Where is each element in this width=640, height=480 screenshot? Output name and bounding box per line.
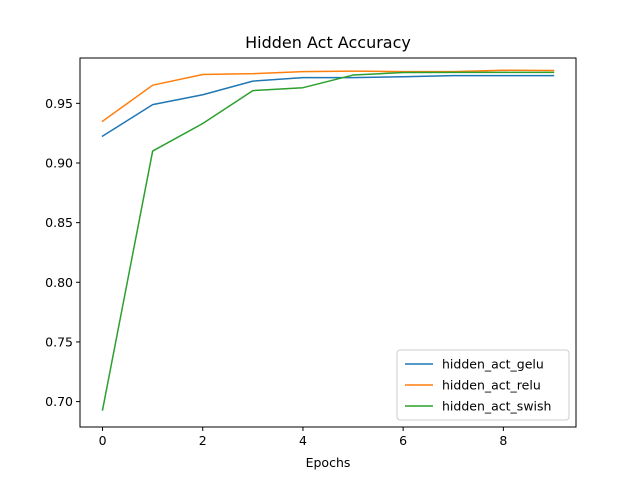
x-tick-label: 6 (399, 433, 407, 448)
y-tick-label: 0.85 (45, 215, 73, 230)
x-axis-ticks: 0 2 4 6 8 (99, 427, 507, 448)
axes-frame (79, 57, 577, 428)
x-tick-label: 4 (299, 433, 307, 448)
series-lines (101, 69, 555, 411)
legend-label: hidden_act_swish (442, 399, 551, 414)
chart-title: Hidden Act Accuracy (245, 33, 411, 52)
y-axis-ticks: 0.70 0.75 0.80 0.85 0.90 0.95 (45, 96, 80, 409)
x-tick-label: 8 (499, 433, 507, 448)
x-tick-label: 0 (99, 433, 107, 448)
x-tick-label: 2 (199, 433, 207, 448)
legend: hidden_act_gelu hidden_act_relu hidden_act… (396, 349, 570, 421)
series-line-hidden_act_gelu (101, 74, 555, 138)
y-tick-label: 0.80 (45, 275, 73, 290)
series-line-hidden_act_swish (101, 71, 555, 411)
series-line-hidden_act_relu (101, 69, 555, 123)
legend-label: hidden_act_gelu (442, 357, 544, 372)
y-tick-label: 0.95 (45, 96, 73, 111)
y-tick-label: 0.75 (45, 334, 73, 349)
legend-label: hidden_act_relu (442, 378, 541, 393)
y-tick-label: 0.90 (45, 155, 73, 170)
x-axis-label: Epochs (306, 455, 351, 470)
legend-frame (396, 349, 570, 421)
y-tick-label: 0.70 (45, 394, 73, 409)
